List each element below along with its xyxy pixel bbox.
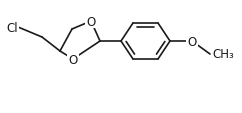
Text: O: O: [187, 35, 197, 48]
Text: Cl: Cl: [6, 21, 18, 34]
Text: O: O: [86, 15, 96, 28]
Text: O: O: [68, 53, 78, 66]
Text: CH₃: CH₃: [212, 48, 234, 61]
